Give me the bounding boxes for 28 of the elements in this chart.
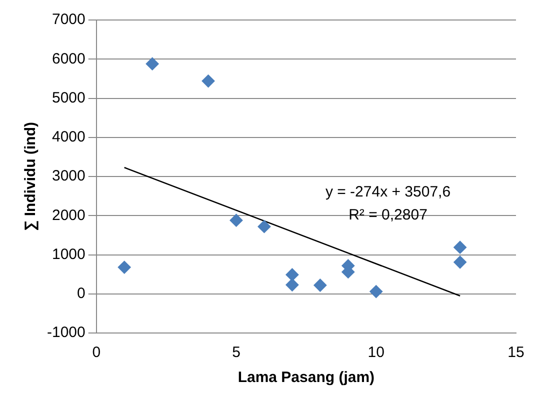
point — [314, 278, 327, 292]
point — [146, 57, 159, 70]
y-tick-label: 0 — [77, 285, 86, 302]
y-axis-title: ∑ Individu (ind) — [22, 122, 40, 232]
point — [454, 240, 467, 254]
y-tick-label: 2000 — [52, 206, 86, 224]
point — [370, 285, 383, 298]
point — [454, 256, 467, 269]
y-tick-label: 4000 — [52, 128, 86, 146]
y-tick-label: -1000 — [46, 324, 86, 342]
y-tick-label: 7000 — [52, 11, 86, 28]
y-tick-label: 1000 — [52, 246, 86, 263]
point — [258, 220, 271, 234]
annotation: y = -274x + 3507,6 — [325, 183, 451, 200]
x-tick-label: 5 — [232, 344, 240, 362]
point — [286, 268, 299, 282]
point — [202, 74, 215, 88]
y-tick-label: 6000 — [52, 50, 86, 68]
x-tick-label: 15 — [508, 344, 524, 362]
x-axis-title: Lama Pasang (jam) — [238, 369, 375, 386]
point — [118, 260, 131, 274]
y-tick-label: 5000 — [52, 89, 86, 106]
y-tick-label: 3000 — [52, 168, 86, 185]
point — [230, 214, 243, 227]
x-tick-label: 10 — [368, 344, 384, 362]
point — [286, 278, 299, 292]
x-tick-label: 0 — [92, 344, 101, 362]
annotation: R² = 0,2807 — [348, 206, 428, 224]
